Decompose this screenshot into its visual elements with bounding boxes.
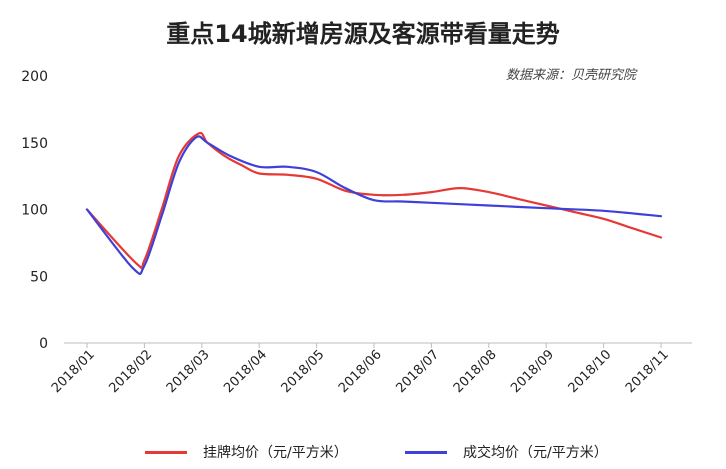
x-tick-label: 2018/04 xyxy=(221,347,270,396)
x-tick-label: 2018/06 xyxy=(336,347,385,396)
x-tick-label: 2018/10 xyxy=(566,347,615,396)
legend-label-listing-price: 挂牌均价（元/平方米） xyxy=(203,445,348,461)
legend-swatch-deal-price xyxy=(405,450,447,454)
x-tick-label: 2018/09 xyxy=(508,347,557,396)
legend-label-deal-price: 成交均价（元/平方米） xyxy=(463,445,608,461)
series-line-listing-price xyxy=(85,131,663,270)
x-tick-label: 2018/05 xyxy=(279,347,328,396)
x-tick-label: 2018/02 xyxy=(106,347,155,396)
series-layer xyxy=(85,131,663,275)
chart-title: 重点14城新增房源及客源带看量走势 xyxy=(166,20,560,48)
axes-layer: 0 50 100 150 200 2018/01 2018/02 2018/03 2018/04… xyxy=(21,69,692,396)
y-tick-label: 150 xyxy=(21,136,48,152)
y-tick-label: 100 xyxy=(21,203,48,219)
legend-item-listing-price: 挂牌均价（元/平方米） xyxy=(145,442,348,462)
y-tick-label: 200 xyxy=(21,69,48,85)
source-note: 数据来源：贝壳研究院 xyxy=(506,68,637,83)
series-line-deal-price xyxy=(85,135,663,275)
x-tick-label: 2018/03 xyxy=(164,347,213,396)
legend-swatch-listing-price xyxy=(145,450,187,454)
x-tick-label: 2018/11 xyxy=(623,347,672,396)
x-tick-label: 2018/01 xyxy=(49,347,98,396)
x-tick-label: 2018/08 xyxy=(451,347,500,396)
x-tick-label: 2018/07 xyxy=(393,347,442,396)
legend-item-deal-price: 成交均价（元/平方米） xyxy=(405,442,608,462)
y-tick-label: 0 xyxy=(39,336,48,352)
y-tick-label: 50 xyxy=(30,269,48,285)
